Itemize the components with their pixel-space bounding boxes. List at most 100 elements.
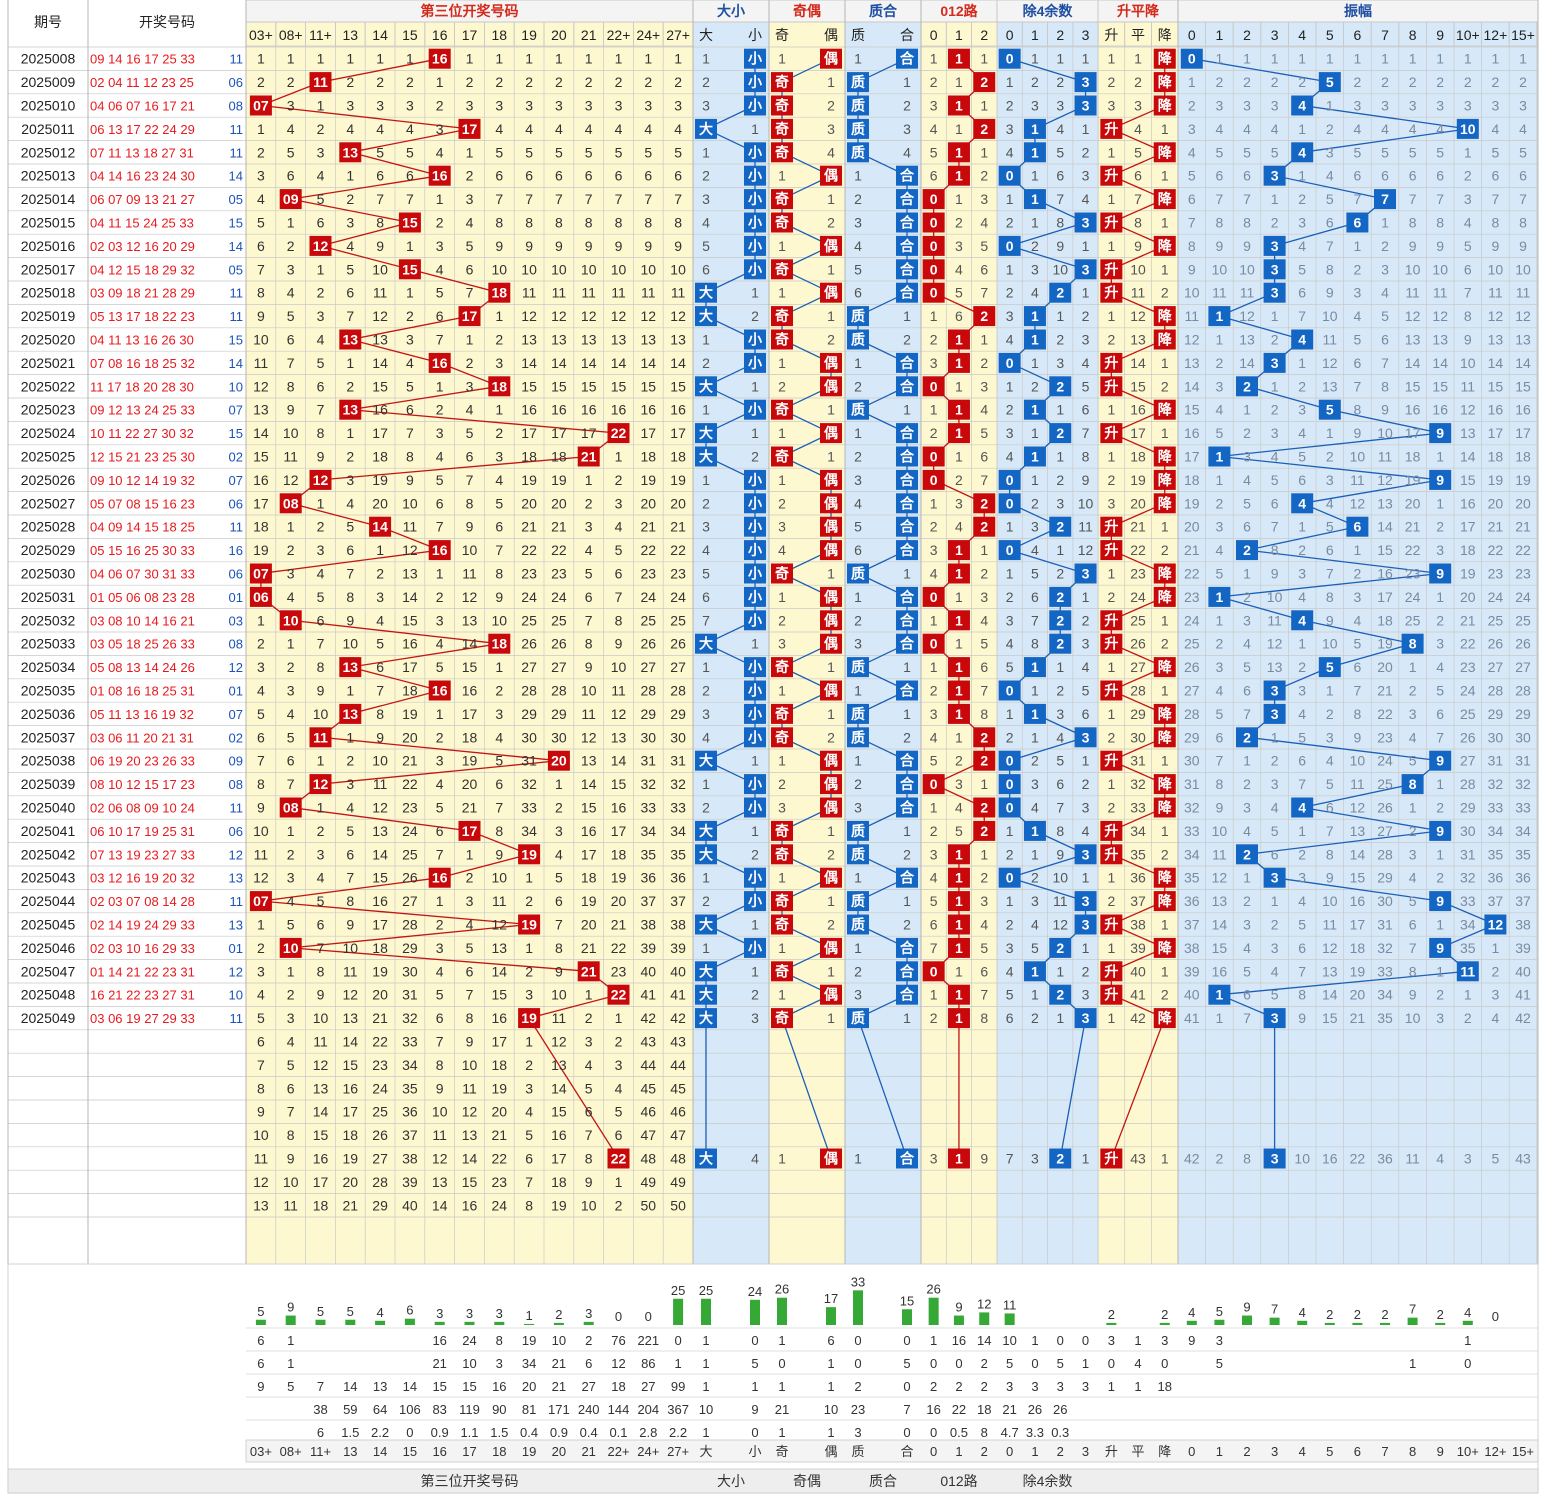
amp-hit-label: 3 — [1271, 285, 1279, 301]
jo-hit-label: 奇 — [775, 823, 789, 839]
third-omit: 17 — [551, 425, 567, 441]
draw-red-numbers: 03 05 18 25 26 33 — [90, 637, 195, 652]
dx-omit: 4 — [751, 1151, 759, 1167]
amp-omit: 7 — [1243, 191, 1251, 207]
third-omit: 2 — [317, 519, 325, 535]
amp-omit: 17 — [1488, 425, 1504, 441]
amp-omit: 3 — [1354, 589, 1362, 605]
r3-omit: 2 — [930, 425, 938, 441]
zh-hit-label: 质 — [851, 706, 865, 722]
third-omit: 14 — [432, 1197, 448, 1213]
amp-omit: 9 — [1354, 425, 1362, 441]
dx-omit: 1 — [751, 425, 759, 441]
r4-hit — [1023, 142, 1046, 163]
spj-omit: 2 — [1107, 729, 1115, 745]
r3-hit-label: 2 — [980, 823, 988, 839]
third-omit: 9 — [495, 589, 503, 605]
amp-omit: 21 — [1184, 542, 1200, 558]
third-omit: 1 — [317, 800, 325, 816]
third-omit: 4 — [346, 495, 354, 511]
spj-hit-label: 降 — [1158, 238, 1173, 254]
third-omit: 3 — [495, 706, 503, 722]
r3-omit: 1 — [980, 98, 988, 114]
zh-hit — [847, 142, 869, 163]
amp-omit: 15 — [1488, 378, 1504, 394]
amp-omit: 11 — [1461, 378, 1476, 394]
third-omit: 42 — [641, 1010, 657, 1026]
third-omit: 20 — [581, 917, 597, 933]
third-omit: 4 — [495, 121, 503, 137]
third-omit: 19 — [551, 1197, 567, 1213]
amp-omit: 39 — [1515, 940, 1531, 956]
amp-omit: 2 — [1271, 215, 1279, 231]
r4-omit: 3 — [1006, 308, 1014, 324]
stat-value: 3.3 — [1026, 1425, 1044, 1440]
r3-hit — [947, 1008, 970, 1029]
r4-hit — [1049, 586, 1072, 607]
r3-hit — [973, 118, 996, 139]
r3-omit: 2 — [930, 1010, 938, 1026]
r4-omit: 3 — [1056, 355, 1064, 371]
r4-omit: 3 — [1056, 706, 1064, 722]
spj-hit-label: 降 — [1158, 472, 1173, 488]
amp-omit: 24 — [1405, 589, 1421, 605]
third-omit: 1 — [495, 659, 503, 675]
jo-hit-label: 奇 — [775, 191, 789, 207]
third-omit: 4 — [406, 121, 414, 137]
amp-omit: 22 — [1377, 706, 1393, 722]
third-omit: 2 — [287, 542, 295, 558]
amp-omit: 6 — [1298, 285, 1306, 301]
amp-omit: 24 — [1515, 589, 1531, 605]
third-omit: 1 — [615, 1010, 623, 1026]
amp-omit: 2 — [1271, 753, 1279, 769]
third-omit: 4 — [466, 402, 474, 418]
zh-hit — [847, 118, 869, 139]
third-omit: 13 — [670, 332, 686, 348]
spj-hit — [1153, 586, 1176, 607]
third-omit: 17 — [372, 425, 388, 441]
draw-blue-number: 12 — [229, 847, 243, 862]
third-omit: 3 — [615, 495, 623, 511]
spj-omit: 1 — [1161, 1151, 1169, 1167]
third-omit: 4 — [346, 121, 354, 137]
stat-value: 86 — [641, 1356, 655, 1371]
dx-hit-label: 小 — [748, 332, 762, 348]
third-omit: 11 — [254, 355, 269, 371]
third-omit: 2 — [436, 917, 444, 933]
zh-omit: 1 — [903, 659, 911, 675]
amp-omit: 2 — [1409, 74, 1417, 90]
zh-hit — [896, 282, 918, 303]
third-omit: 20 — [492, 1104, 508, 1120]
amp-omit: 4 — [1243, 636, 1251, 652]
r3-omit: 4 — [955, 519, 963, 535]
stat-value: 240 — [578, 1402, 600, 1417]
third-omit: 8 — [466, 495, 474, 511]
amp-omit: 1 — [1298, 355, 1306, 371]
amp-hit — [1263, 352, 1286, 373]
jo-hit-label: 偶 — [824, 542, 838, 558]
r4-omit: 6 — [1082, 706, 1090, 722]
r3-hit-label: 0 — [930, 776, 938, 792]
third-omit: 27 — [670, 659, 686, 675]
third-hit-label: 13 — [343, 332, 359, 348]
jo-hit-label: 奇 — [775, 449, 789, 465]
amp-omit: 7 — [1409, 940, 1417, 956]
spj-omit: 1 — [1161, 963, 1169, 979]
stat-bar — [434, 1321, 445, 1325]
amp-hit-label: 4 — [1298, 800, 1306, 816]
dx-omit: 1 — [751, 917, 759, 933]
amp-omit: 4 — [1326, 753, 1334, 769]
third-omit: 27 — [521, 659, 537, 675]
third-omit: 8 — [525, 215, 533, 231]
draw-blue-number: 11 — [230, 520, 244, 535]
stat-bar-value: 3 — [436, 1306, 443, 1321]
stat-value: 38 — [313, 1402, 327, 1417]
zh-omit: 3 — [854, 800, 862, 816]
r3-hit-label: 1 — [955, 355, 963, 371]
amp-omit: 10 — [1432, 261, 1448, 277]
third-hit — [488, 282, 511, 303]
third-omit: 9 — [555, 963, 563, 979]
stat-bar-value: 33 — [851, 1274, 865, 1289]
third-omit: 8 — [495, 215, 503, 231]
third-omit: 4 — [317, 870, 325, 886]
